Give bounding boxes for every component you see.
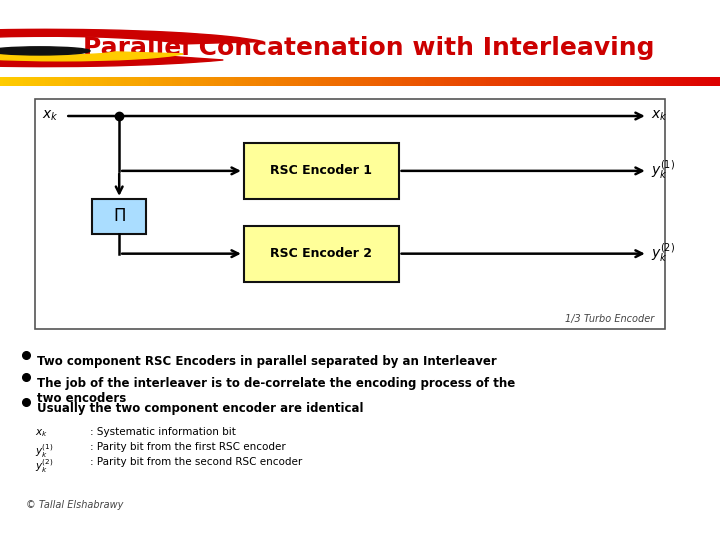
Text: Two component RSC Encoders in parallel separated by an Interleaver: Two component RSC Encoders in parallel s… <box>37 355 497 368</box>
Text: The job of the interleaver is to de-correlate the encoding process of the
two en: The job of the interleaver is to de-corr… <box>37 377 516 405</box>
Text: $y_k^{(2)}$: $y_k^{(2)}$ <box>35 457 54 475</box>
Text: $x_k$: $x_k$ <box>35 427 48 439</box>
Text: 1/3 Turbo Encoder: 1/3 Turbo Encoder <box>565 314 654 324</box>
Text: : Parity bit from the second RSC encoder: : Parity bit from the second RSC encoder <box>89 457 302 467</box>
Bar <box>244 226 399 282</box>
Bar <box>92 199 146 234</box>
Text: Parallel Concatenation with Interleaving: Parallel Concatenation with Interleaving <box>83 36 654 60</box>
Text: RSC Encoder 1: RSC Encoder 1 <box>270 164 372 177</box>
Text: $x_k$: $x_k$ <box>42 109 58 123</box>
Text: © Tallal Elshabrawy: © Tallal Elshabrawy <box>26 500 123 510</box>
Text: : Systematic information bit: : Systematic information bit <box>89 427 235 437</box>
Text: $y_k^{(2)}$: $y_k^{(2)}$ <box>651 242 675 265</box>
Text: Π: Π <box>113 207 125 225</box>
Text: RSC Encoder 2: RSC Encoder 2 <box>270 247 372 260</box>
Wedge shape <box>0 52 183 61</box>
Circle shape <box>0 47 90 55</box>
Text: Usually the two component encoder are identical: Usually the two component encoder are id… <box>37 402 364 415</box>
Wedge shape <box>0 29 264 66</box>
Bar <box>244 143 399 199</box>
Text: : Parity bit from the first RSC encoder: : Parity bit from the first RSC encoder <box>89 442 285 453</box>
Text: $y_k^{(1)}$: $y_k^{(1)}$ <box>35 442 54 460</box>
Text: $y_k^{(1)}$: $y_k^{(1)}$ <box>651 159 675 183</box>
Text: $x_k$: $x_k$ <box>651 109 667 123</box>
